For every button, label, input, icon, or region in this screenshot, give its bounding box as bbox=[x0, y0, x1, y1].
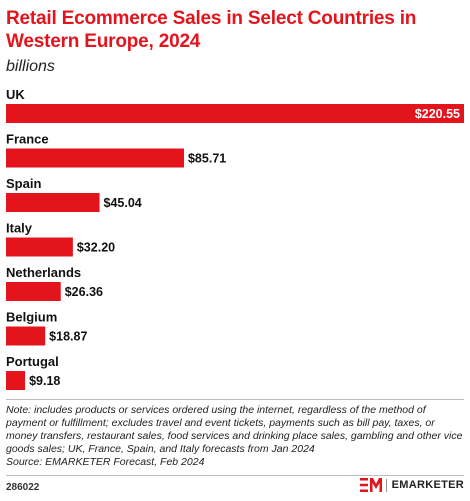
chart-title: Retail Ecommerce Sales in Select Countri… bbox=[6, 8, 417, 52]
bar-chart: UK $220.55 France $85.71 Spain $45.04 Italy $32… bbox=[6, 87, 464, 390]
source-text: Source: EMARKETER Forecast, Feb 2024 bbox=[6, 456, 205, 468]
category-label: Belgium bbox=[6, 310, 57, 325]
chart-id: 286022 bbox=[6, 482, 40, 493]
bar bbox=[6, 104, 464, 123]
brand-name: EMARKETER bbox=[391, 479, 464, 491]
value-label: $45.04 bbox=[104, 196, 142, 210]
em-logo-icon bbox=[359, 478, 382, 492]
bar bbox=[6, 371, 26, 390]
value-label: $85.71 bbox=[188, 152, 226, 166]
note-divider bbox=[6, 399, 464, 400]
bar bbox=[6, 326, 46, 346]
chart-note: Note: includes products or services orde… bbox=[6, 404, 464, 469]
category-label: Netherlands bbox=[6, 265, 81, 280]
bar bbox=[6, 282, 61, 301]
category-label: Italy bbox=[6, 221, 33, 236]
category-label: Portugal bbox=[6, 354, 59, 369]
value-label: $18.87 bbox=[49, 330, 87, 344]
brand-logo: EMARKETER bbox=[359, 478, 464, 492]
category-label: France bbox=[6, 132, 49, 147]
footer-divider bbox=[6, 475, 464, 476]
brand-separator bbox=[385, 478, 387, 492]
value-label: $32.20 bbox=[77, 241, 115, 255]
value-label: $9.18 bbox=[29, 374, 60, 388]
category-label: Spain bbox=[6, 176, 41, 191]
note-text: Note: includes products or services orde… bbox=[6, 404, 463, 455]
bar bbox=[6, 148, 184, 168]
chart-subtitle: billions bbox=[6, 58, 55, 75]
value-label: $26.36 bbox=[65, 285, 103, 299]
bar bbox=[6, 237, 73, 257]
category-label: UK bbox=[6, 87, 25, 102]
value-label: $220.55 bbox=[415, 107, 460, 121]
bar bbox=[6, 193, 100, 212]
